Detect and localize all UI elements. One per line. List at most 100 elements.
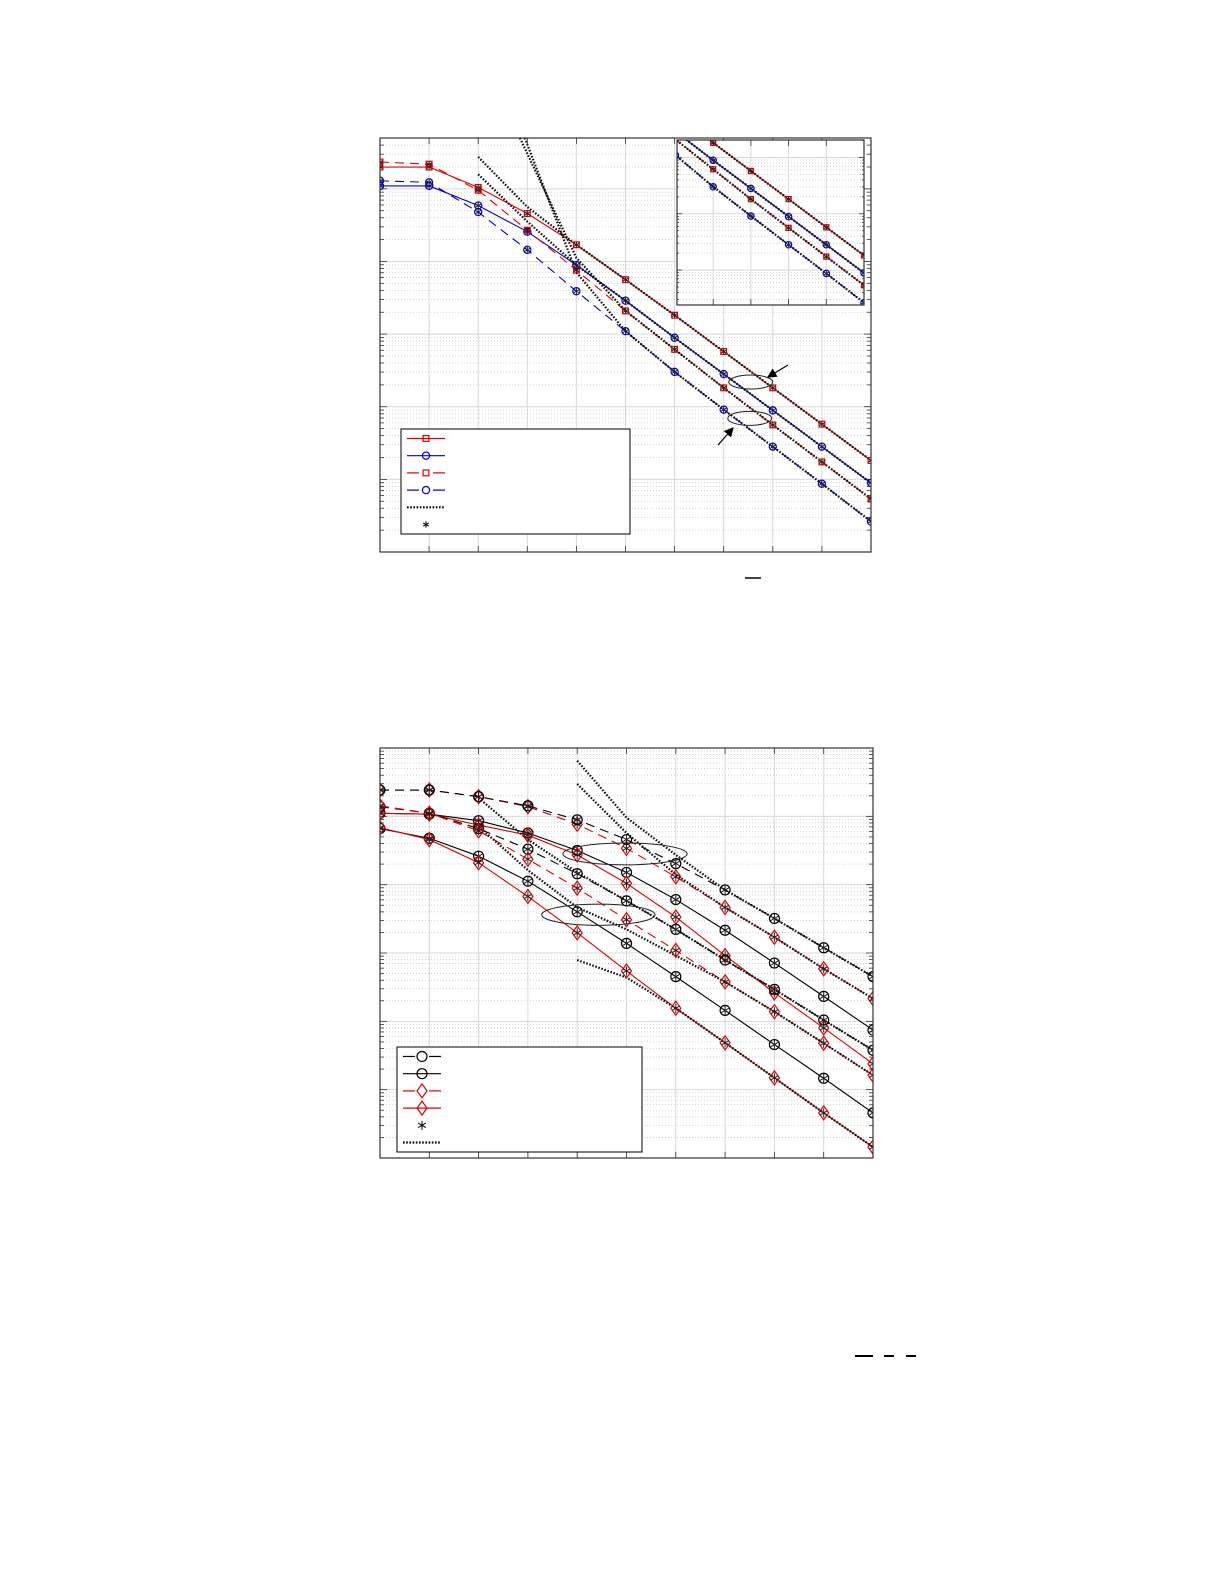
asterisk-stroke bbox=[868, 998, 873, 1002]
asterisk-marker bbox=[573, 869, 582, 879]
dotted-curve-3 bbox=[677, 140, 864, 287]
circle-marker bbox=[423, 784, 435, 796]
circle-marker bbox=[523, 245, 532, 255]
asterisk-marker bbox=[785, 196, 792, 203]
asterisk-stroke bbox=[720, 385, 727, 390]
asterisk-marker bbox=[484, 25, 489, 31]
asterisk-marker bbox=[673, 129, 678, 135]
asterisk-stroke bbox=[523, 856, 533, 862]
asterisk-stroke bbox=[573, 817, 582, 823]
circle-marker bbox=[768, 957, 781, 969]
group-ellipse-1 bbox=[728, 374, 774, 390]
circle-marker bbox=[473, 791, 485, 803]
dotted-curve-4 bbox=[677, 155, 864, 304]
asterisk-stroke bbox=[380, 185, 384, 188]
square-marker bbox=[635, 105, 640, 110]
asterisk-stroke bbox=[748, 169, 754, 173]
asterisk-marker bbox=[598, 75, 603, 81]
asterisk-marker bbox=[522, 25, 527, 31]
asterisk-marker bbox=[671, 334, 678, 341]
asterisk-stroke bbox=[598, 75, 603, 78]
asterisk-marker bbox=[671, 924, 680, 934]
circle-marker bbox=[421, 485, 431, 495]
asterisk-stroke bbox=[422, 522, 430, 527]
asterisk-stroke bbox=[819, 1025, 828, 1031]
circle-marker bbox=[597, 89, 603, 95]
asterisk-stroke bbox=[868, 1074, 873, 1078]
circle-marker bbox=[719, 369, 728, 379]
asterisk-marker bbox=[380, 808, 385, 818]
asterisk-stroke bbox=[380, 166, 384, 170]
diamond-marker bbox=[416, 1082, 428, 1099]
asterisk-stroke bbox=[560, 61, 565, 64]
circle-marker bbox=[817, 442, 827, 451]
dotted-curve-2 bbox=[477, 173, 871, 484]
asterisk-stroke bbox=[635, 103, 640, 106]
asterisk-marker bbox=[868, 994, 873, 1004]
asterisk-marker bbox=[380, 823, 385, 833]
asterisk-stroke bbox=[868, 1061, 873, 1065]
asterisk-stroke bbox=[380, 812, 385, 816]
legend-entry-1 bbox=[407, 434, 445, 442]
asterisk-stroke bbox=[720, 1040, 730, 1046]
asterisk-stroke bbox=[720, 1007, 730, 1014]
legend bbox=[396, 1046, 643, 1153]
circle-marker bbox=[620, 866, 633, 879]
legend-entry-4 bbox=[403, 1100, 441, 1117]
asterisk-stroke bbox=[710, 184, 716, 189]
asterisk-marker bbox=[823, 270, 830, 277]
asterisk-marker bbox=[671, 872, 680, 882]
asterisk-marker bbox=[474, 858, 483, 868]
circle-marker bbox=[380, 176, 385, 186]
asterisk-marker bbox=[484, 21, 489, 27]
asterisk-marker bbox=[598, 89, 603, 95]
circle-marker bbox=[620, 937, 633, 949]
asterisk-marker bbox=[475, 208, 482, 216]
asterisk-marker bbox=[474, 792, 483, 802]
asterisk-stroke bbox=[861, 253, 864, 257]
asterisk-marker bbox=[523, 891, 533, 901]
asterisk-marker bbox=[422, 521, 430, 528]
asterisk-marker bbox=[769, 421, 776, 429]
circle-marker bbox=[719, 884, 731, 896]
asterisk-stroke bbox=[720, 371, 727, 377]
asterisk-marker bbox=[819, 1108, 828, 1118]
asterisk-stroke bbox=[560, 42, 565, 45]
asterisk-stroke bbox=[868, 1063, 873, 1067]
asterisk-stroke bbox=[671, 860, 680, 867]
asterisk-stroke bbox=[868, 976, 873, 980]
series-markers-1 bbox=[484, 25, 864, 259]
asterisk-stroke bbox=[671, 973, 680, 980]
asterisk-stroke bbox=[484, 37, 489, 40]
circle-marker bbox=[670, 367, 679, 377]
asterisk-stroke bbox=[560, 45, 565, 48]
series-line-2 bbox=[380, 789, 873, 978]
asterisk-marker bbox=[823, 224, 830, 231]
plot-area bbox=[380, 138, 871, 526]
asterisk-marker bbox=[710, 166, 716, 173]
circle-marker bbox=[784, 212, 793, 221]
asterisk-stroke bbox=[770, 960, 779, 966]
series-line-3 bbox=[380, 161, 871, 500]
asterisk-stroke bbox=[380, 825, 385, 830]
asterisk-stroke bbox=[823, 242, 830, 247]
circle-marker bbox=[522, 875, 534, 887]
asterisk-marker bbox=[770, 932, 779, 942]
asterisk-stroke bbox=[868, 1146, 873, 1150]
asterisk-stroke bbox=[867, 459, 871, 463]
asterisk-stroke bbox=[573, 852, 582, 858]
asterisk-stroke bbox=[720, 407, 727, 412]
asterisk-stroke bbox=[785, 225, 792, 230]
asterisk-marker bbox=[524, 227, 531, 234]
asterisk-marker bbox=[710, 157, 716, 164]
asterisk-stroke bbox=[819, 945, 828, 951]
asterisk-stroke bbox=[785, 197, 792, 202]
asterisk-marker bbox=[868, 1059, 873, 1069]
circle-marker bbox=[818, 1072, 830, 1084]
square-marker bbox=[673, 113, 678, 118]
asterisk-stroke bbox=[770, 986, 779, 993]
asterisk-stroke bbox=[823, 225, 830, 230]
circle-marker bbox=[867, 1024, 873, 1036]
asterisk-stroke bbox=[426, 180, 433, 185]
